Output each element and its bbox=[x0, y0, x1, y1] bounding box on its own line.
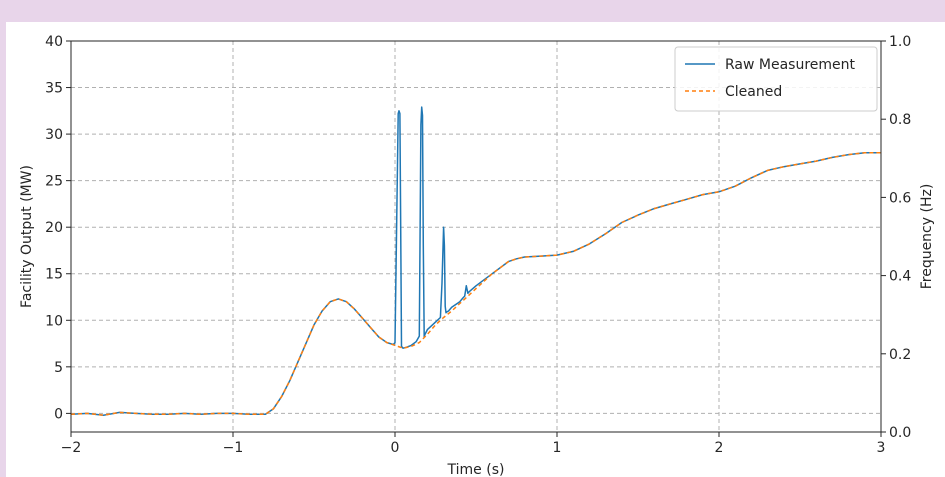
y-right-tick-label: 1.0 bbox=[889, 34, 911, 50]
y-tick-label: 20 bbox=[45, 220, 63, 236]
y-tick-label: 35 bbox=[45, 81, 63, 97]
series-line-raw-measurement bbox=[70, 106, 881, 416]
legend: Raw Measurement Cleaned bbox=[674, 46, 878, 112]
y-axis-ticks: 0 5 10 15 20 25 30 35 40 bbox=[45, 34, 71, 422]
legend-entry-cleaned: Cleaned bbox=[725, 84, 782, 100]
series-line-cleaned bbox=[70, 151, 881, 416]
legend-box bbox=[674, 46, 878, 112]
y-right-tick-label: 0.0 bbox=[889, 425, 911, 441]
x-tick-label: 2 bbox=[715, 440, 724, 456]
x-tick-label: 0 bbox=[391, 440, 400, 456]
x-tick-label: −1 bbox=[223, 440, 244, 456]
x-tick-label: 3 bbox=[877, 440, 886, 456]
legend-entry-raw-measurement: Raw Measurement bbox=[725, 57, 856, 73]
y-right-tick-label: 0.4 bbox=[889, 269, 911, 285]
y-tick-label: 15 bbox=[45, 267, 63, 283]
plot-border bbox=[70, 40, 882, 433]
x-tick-label: −2 bbox=[61, 440, 82, 456]
y-right-tick-label: 0.6 bbox=[889, 190, 911, 206]
y-tick-label: 5 bbox=[54, 360, 63, 376]
y-tick-label: 25 bbox=[45, 174, 63, 190]
y-tick-label: 40 bbox=[45, 34, 63, 50]
y-axis-label: Facility Output (MW) bbox=[19, 165, 35, 308]
x-tick-label: 1 bbox=[553, 440, 562, 456]
y-right-axis-label: Frequency (Hz) bbox=[919, 184, 935, 290]
y-tick-label: 0 bbox=[54, 406, 63, 422]
y-right-tick-label: 0.2 bbox=[889, 347, 911, 363]
x-axis-ticks: −2 −1 0 1 2 3 bbox=[61, 432, 886, 456]
series-layer bbox=[70, 106, 881, 416]
y-tick-label: 30 bbox=[45, 127, 63, 143]
y-tick-label: 10 bbox=[45, 313, 63, 329]
chart-frame: −2 −1 0 1 2 3 0 5 10 15 20 25 30 35 40 0.0 0.2 0.4 0.6 0.… bbox=[6, 22, 945, 477]
y-right-tick-label: 0.8 bbox=[889, 112, 911, 128]
x-axis-label: Time (s) bbox=[447, 462, 505, 477]
y-right-axis-ticks: 0.0 0.2 0.4 0.6 0.8 1.0 bbox=[881, 34, 911, 441]
